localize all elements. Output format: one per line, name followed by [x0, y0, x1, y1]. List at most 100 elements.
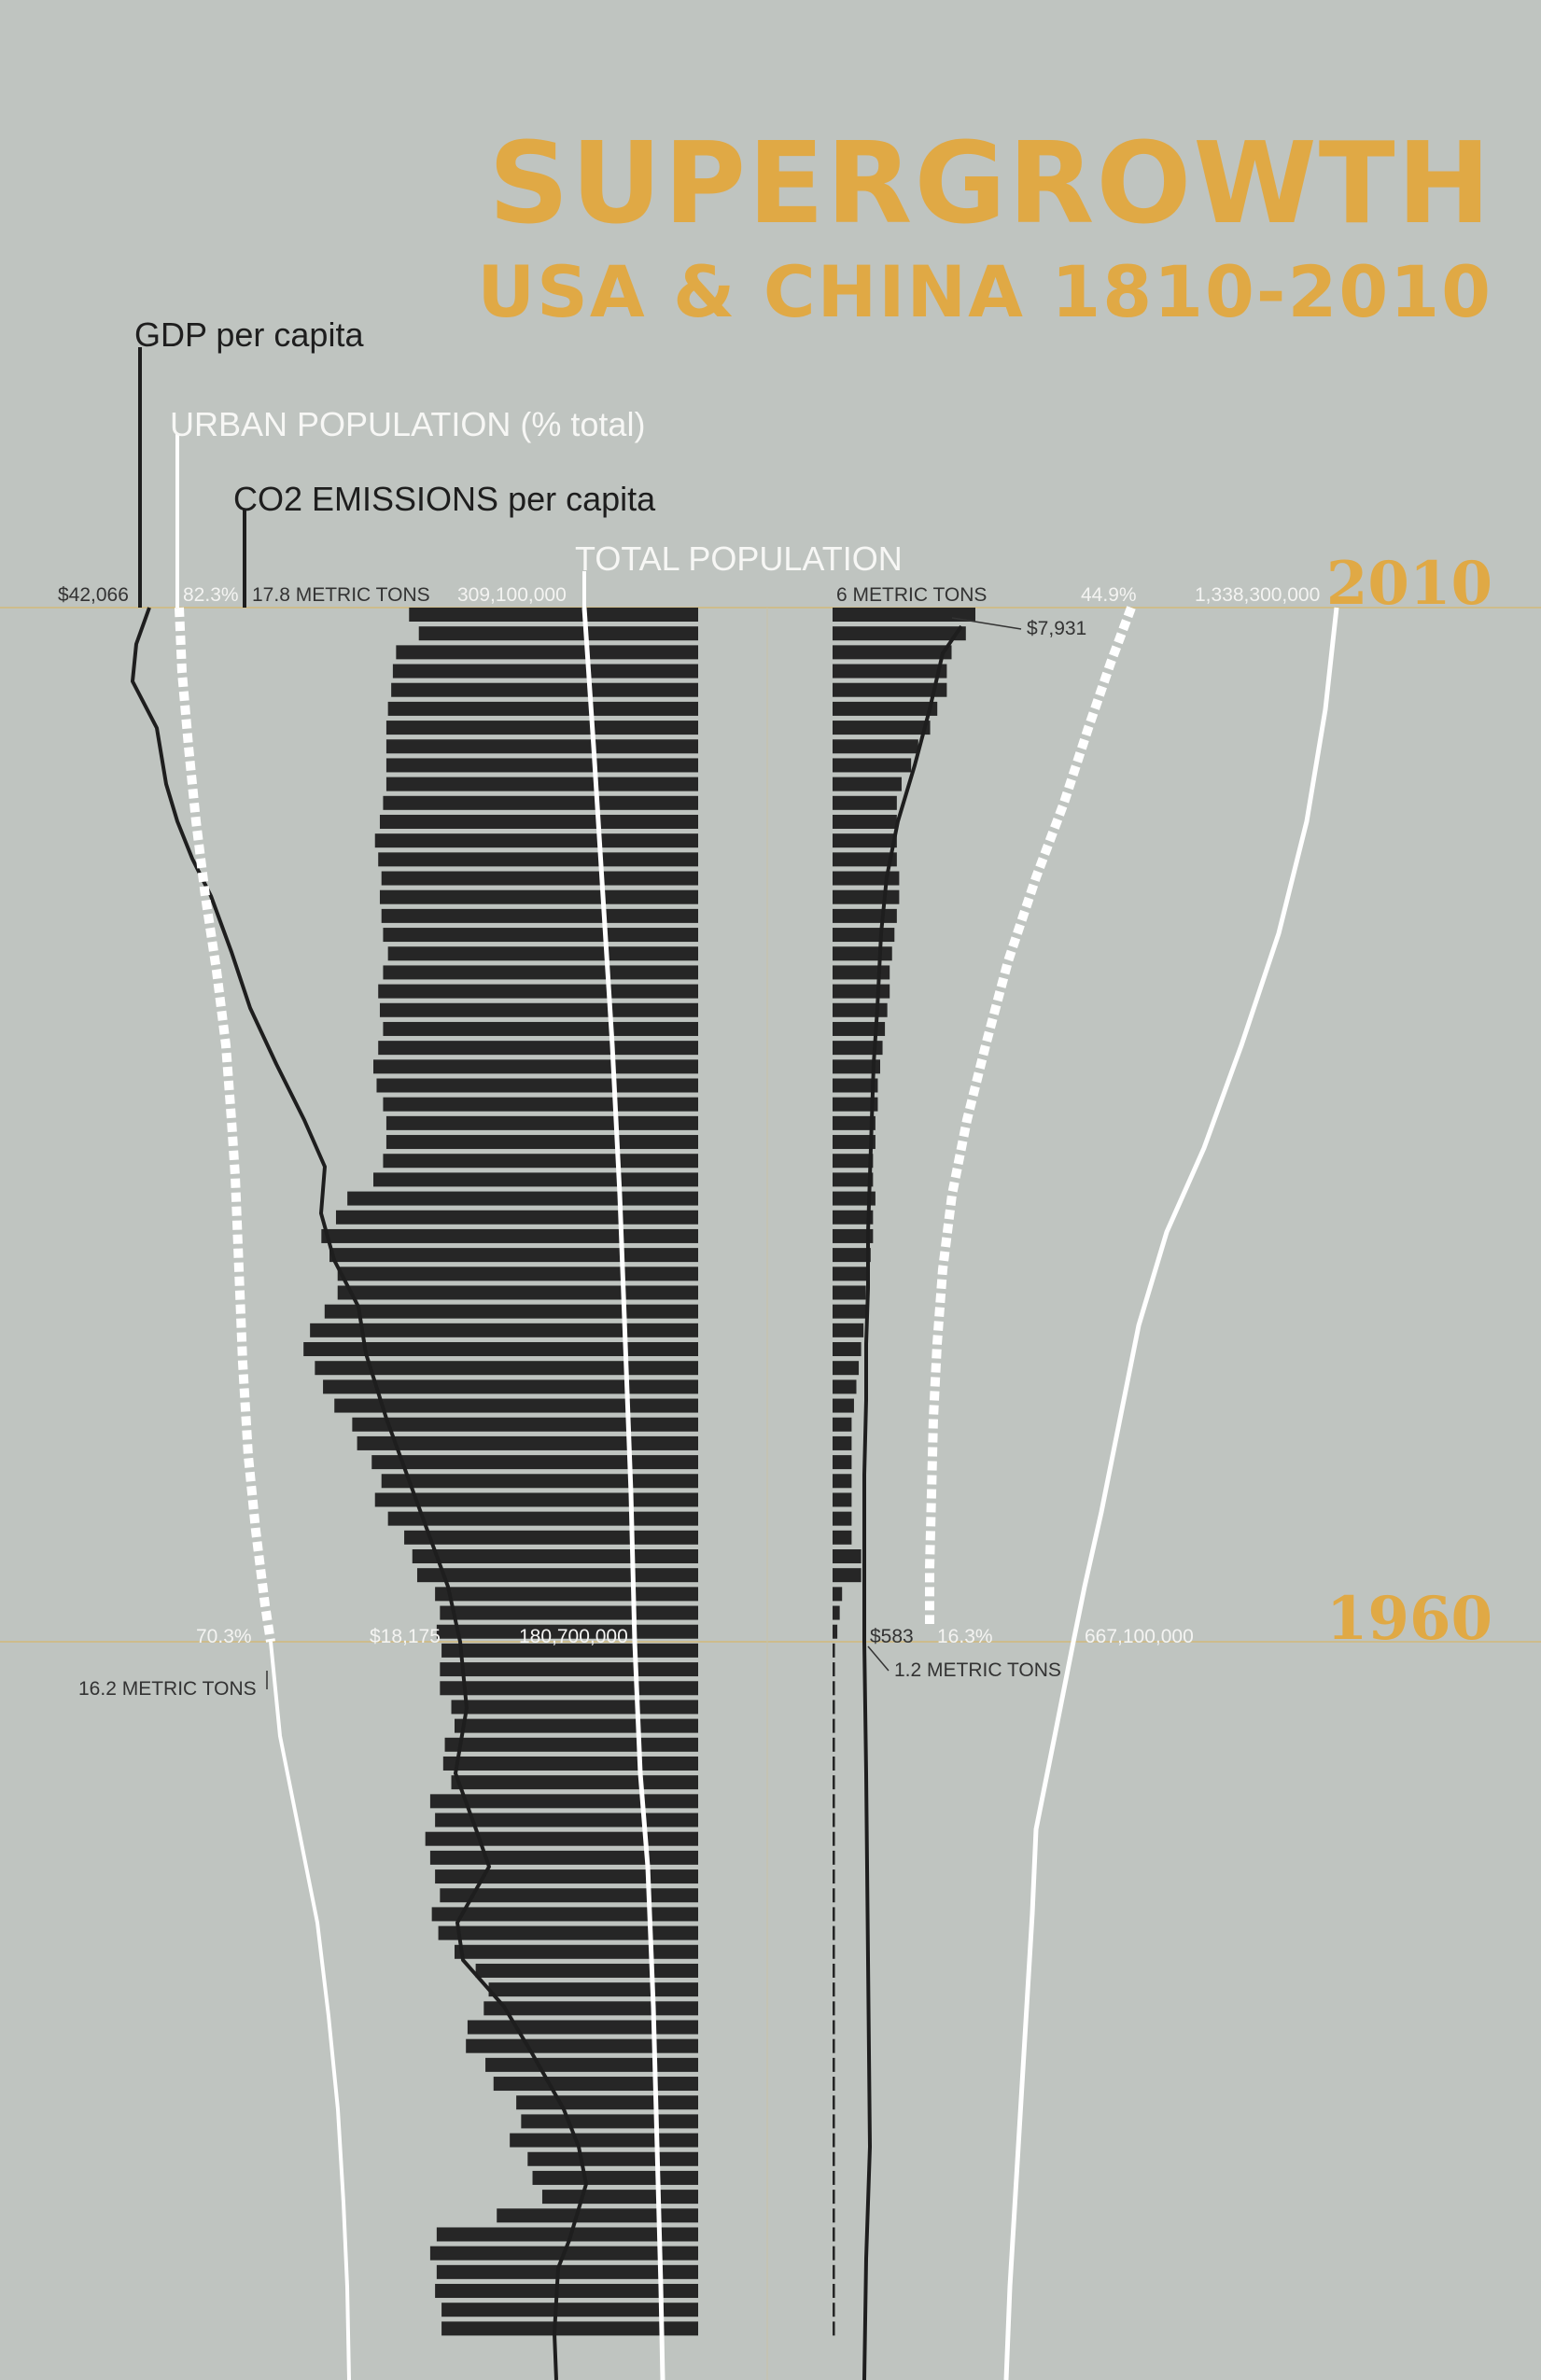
usa-co2-bar: [337, 1285, 698, 1300]
china-co2-bar: [833, 1756, 835, 1771]
usa-co2-bar: [323, 1379, 698, 1394]
china-co2-bar: [833, 1041, 883, 1056]
china-co2-bar: [833, 2303, 835, 2317]
usa-co2-bar: [381, 908, 698, 923]
usa-co2-bar: [431, 1907, 698, 1922]
china-co2-bar: [833, 1869, 835, 1884]
china-co2-bar: [833, 1511, 852, 1526]
china-co2-bar: [833, 2170, 835, 2185]
usa-co2-bar: [303, 1342, 698, 1357]
china-co2-bar: [833, 1228, 874, 1243]
usa-co2-bar: [455, 1718, 698, 1733]
china-co2-bar: [833, 1154, 874, 1169]
china-population-line: [1003, 607, 1339, 2380]
label-china-gdp-1960: $583: [870, 1626, 914, 1647]
china-co2-bar: [833, 1398, 854, 1413]
usa-co2-bar: [409, 608, 698, 622]
usa-co2-bar: [392, 664, 698, 679]
china-co2-bar: [833, 1831, 835, 1846]
usa-co2-bar: [396, 645, 698, 660]
usa-co2-bar: [347, 1191, 698, 1206]
usa-co2-bar: [497, 2208, 698, 2223]
usa-co2-bar: [435, 2284, 698, 2299]
china-co2-bar: [833, 739, 918, 754]
usa-co2-bar: [516, 2095, 698, 2110]
legend-gdp: GDP per capita: [134, 315, 364, 354]
label-usa-co2-2010: 17.8 METRIC TONS: [252, 584, 430, 606]
china-co2-bar: [833, 1681, 835, 1696]
usa-co2-bar: [442, 1756, 698, 1771]
label-china-urban-1960: 16.3%: [937, 1626, 993, 1647]
china-co2-bar: [833, 2114, 835, 2129]
usa-co2-bar: [440, 1605, 698, 1620]
china-co2-bar: [833, 701, 938, 716]
usa-co2-bar: [435, 1587, 698, 1602]
label-usa-gdp-2010: $42,066: [58, 584, 129, 606]
usa-co2-bar: [357, 1435, 698, 1450]
usa-co2-bar: [381, 1474, 698, 1489]
usa-co2-bar: [510, 2133, 698, 2148]
label-usa-urban-2010: 82.3%: [183, 584, 239, 606]
usa-co2-bar: [321, 1228, 698, 1243]
usa-co2-bar: [378, 1041, 698, 1056]
legend-co2: CO2 EMISSIONS per capita: [233, 480, 656, 518]
legend-urban: URBAN POPULATION (% total): [170, 405, 646, 443]
usa-co2-bar: [467, 2020, 698, 2035]
china-co2-bar: [833, 1474, 852, 1489]
usa-co2-bar: [436, 2264, 698, 2279]
usa-co2-bar: [387, 946, 698, 961]
china-co2-bar: [833, 1813, 835, 1827]
china-co2-bar: [833, 1963, 835, 1978]
china-co2-bar: [833, 2246, 835, 2261]
china-co2-bar: [833, 928, 895, 943]
usa-co2-bar: [451, 1775, 698, 1790]
china-co2-bar: [833, 2321, 835, 2336]
usa-co2-bar: [376, 1078, 698, 1093]
china-co2-bar: [833, 852, 897, 867]
usa-co2-bar: [466, 2038, 698, 2053]
usa-co2-bar: [373, 1059, 698, 1074]
china-co2-bar: [833, 814, 897, 829]
usa-co2-bar: [451, 1700, 698, 1715]
china-co2-bar: [833, 1624, 838, 1639]
usa-co2-bar: [387, 1511, 698, 1526]
china-co2-bar: [833, 1115, 876, 1130]
china-gdp-line: [862, 624, 963, 2380]
usa-co2-bar: [383, 1021, 698, 1036]
usa-co2-bar: [441, 2321, 698, 2336]
label-china-co2-1960: 1.2 METRIC TONS: [894, 1659, 1061, 1681]
usa-co2-bar: [385, 758, 698, 773]
usa-co2-bar: [429, 1850, 698, 1865]
china-co2-bar: [833, 2227, 835, 2242]
usa-co2-bar: [435, 1869, 698, 1884]
usa-urban-line: [269, 1641, 351, 2380]
china-co2-bar: [833, 1417, 852, 1432]
china-co2-bar: [833, 2264, 835, 2279]
usa-gdp-line: [131, 607, 588, 2380]
china-co2-bar: [833, 1643, 835, 1658]
china-co2-bar: [833, 2284, 835, 2299]
usa-co2-bar: [493, 2077, 698, 2092]
china-co2-bar: [833, 1248, 871, 1263]
china-co2-bar: [833, 1982, 835, 1997]
china-co2-bar: [833, 608, 975, 622]
usa-co2-bar: [436, 2227, 698, 2242]
china-co2-bar: [833, 1662, 835, 1677]
china-co2-bar: [833, 1492, 852, 1507]
usa-co2-bar: [381, 871, 698, 886]
label-china-co2-2010: 6 METRIC TONS: [836, 584, 988, 606]
usa-co2-bar: [383, 965, 698, 980]
label-china-gdp-2010: $7,931: [1027, 618, 1087, 639]
usa-co2-bar: [379, 889, 698, 904]
usa-co2-bar: [352, 1417, 698, 1432]
china-co2-bar: [833, 1907, 835, 1922]
usa-co2-bar: [385, 739, 698, 754]
china-co2-bar: [833, 2057, 835, 2072]
label-usa-pop-1960: 180,700,000: [519, 1626, 628, 1647]
label-china-pop-1960: 667,100,000: [1085, 1626, 1194, 1647]
china-co2-bar: [833, 1775, 835, 1790]
usa-co2-bar: [416, 1568, 698, 1583]
usa-co2-bar: [485, 2057, 698, 2072]
china-co2-bar: [833, 1097, 878, 1112]
china-co2-bar: [833, 1435, 852, 1450]
